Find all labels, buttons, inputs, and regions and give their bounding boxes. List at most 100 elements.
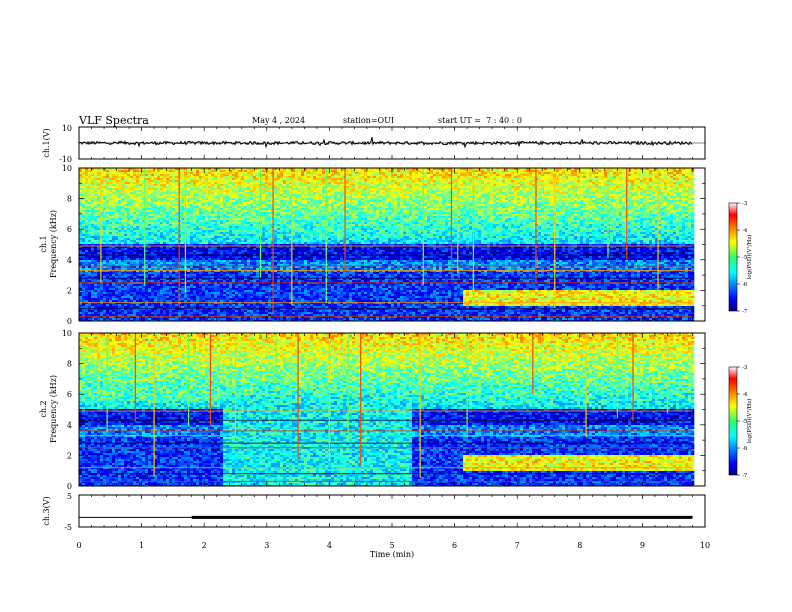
- spectrogram-cell: [175, 224, 179, 227]
- spectrogram-cell: [82, 236, 86, 239]
- spectrogram-cell: [238, 226, 242, 229]
- spectrogram-cell: [127, 276, 131, 279]
- spectrogram-cell: [130, 234, 134, 237]
- spectrogram-cell: [211, 204, 215, 207]
- spectrogram-cell: [199, 196, 203, 199]
- spectrogram-cell: [133, 290, 137, 293]
- spectrogram-cell: [241, 246, 245, 249]
- spectrogram-cell: [208, 300, 212, 303]
- spectrogram-cell: [130, 230, 134, 233]
- spectrogram-cell: [118, 292, 122, 295]
- spectrogram-cell: [250, 234, 254, 237]
- spectrogram-cell: [187, 236, 191, 239]
- spectrogram-cell: [268, 182, 272, 185]
- spectrogram-cell: [118, 238, 122, 241]
- spectrogram-cell: [190, 310, 194, 313]
- spectrogram-cell: [133, 170, 137, 173]
- spectrogram-cell: [115, 232, 119, 235]
- spectrogram-cell: [121, 318, 125, 321]
- spectrogram-cell: [97, 262, 101, 265]
- spectrogram-cell: [94, 298, 98, 301]
- spectrogram-cell: [202, 310, 206, 313]
- spectrogram-cell: [193, 208, 197, 211]
- spectrogram-cell: [205, 228, 209, 231]
- spectrogram-cell: [151, 178, 155, 181]
- spectrogram-cell: [217, 184, 221, 187]
- spectrogram-cell: [199, 250, 203, 253]
- spectrogram-cell: [118, 312, 122, 315]
- spectrogram-cell: [229, 176, 233, 179]
- spectrogram-cell: [232, 258, 236, 261]
- spectrogram-cell: [193, 212, 197, 215]
- spectrogram-cell: [199, 280, 203, 283]
- spectrogram-cell: [229, 250, 233, 253]
- spectrogram-cell: [133, 250, 137, 253]
- spectrogram-cell: [187, 208, 191, 211]
- spectrogram-cell: [241, 284, 245, 287]
- spectrogram-cell: [94, 310, 98, 313]
- spectrogram-cell: [265, 230, 269, 233]
- spectrogram-cell: [247, 182, 251, 185]
- spectrogram-cell: [232, 262, 236, 265]
- spectrogram-cell: [118, 266, 122, 269]
- spectrogram-cell: [241, 292, 245, 295]
- spectrogram-cell: [79, 318, 83, 321]
- spectrogram-cell: [172, 210, 176, 213]
- spectrogram-cell: [151, 214, 155, 217]
- spectrogram-cell: [196, 314, 200, 317]
- spectrogram-cell: [202, 196, 206, 199]
- spectrogram-cell: [157, 306, 161, 309]
- spectrogram-cell: [169, 314, 173, 317]
- spectrogram-cell: [196, 220, 200, 223]
- spectrogram-cell: [79, 176, 83, 179]
- spectrogram-cell: [187, 314, 191, 317]
- spectrogram-cell: [199, 264, 203, 267]
- spectrogram-cell: [85, 218, 89, 221]
- spectrogram-cell: [127, 174, 131, 177]
- spectrogram-cell: [85, 228, 89, 231]
- spectrogram-cell: [145, 280, 149, 283]
- spectrogram-cell: [124, 296, 128, 299]
- spectrogram-cell: [181, 292, 185, 295]
- spectrogram-cell: [157, 220, 161, 223]
- spectrogram-cell: [235, 188, 239, 191]
- spectrogram-cell: [262, 310, 266, 313]
- spectrogram-cell: [169, 210, 173, 213]
- spectrogram-cell: [175, 292, 179, 295]
- spectrogram-cell: [151, 290, 155, 293]
- spectrogram-cell: [133, 264, 137, 267]
- spectrogram-cell: [112, 268, 116, 271]
- spectrogram-cell: [181, 246, 185, 249]
- spectrogram-cell: [145, 204, 149, 207]
- spectrogram-cell: [82, 266, 86, 269]
- spectrogram-cell: [121, 284, 125, 287]
- spectrogram-cell: [115, 234, 119, 237]
- spectrogram-cell: [190, 292, 194, 295]
- spectrogram-cell: [193, 230, 197, 233]
- spectrogram-cell: [115, 240, 119, 243]
- spectrogram-cell: [247, 226, 251, 229]
- spectrogram-cell: [265, 184, 269, 187]
- spectrogram-cell: [214, 206, 218, 209]
- spectrogram-cell: [211, 180, 215, 183]
- spectrogram-cell: [136, 310, 140, 313]
- spectrogram-cell: [247, 170, 251, 173]
- spectrogram-cell: [79, 266, 83, 269]
- spectrogram-cell: [145, 232, 149, 235]
- spectrogram-cell: [262, 300, 266, 303]
- spectrogram-cell: [253, 242, 257, 245]
- spectrogram-cell: [241, 176, 245, 179]
- spectrogram-cell: [115, 196, 119, 199]
- spectrogram-cell: [154, 174, 158, 177]
- spectrogram-cell: [250, 192, 254, 195]
- spectrogram-cell: [130, 200, 134, 203]
- spectrogram-cell: [169, 272, 173, 275]
- spectrogram-cell: [262, 200, 266, 203]
- spectrogram-cell: [202, 232, 206, 235]
- spectrogram-cell: [244, 176, 248, 179]
- spectrogram-cell: [202, 200, 206, 203]
- spectrogram-cell: [85, 174, 89, 177]
- spectrogram-cell: [136, 222, 140, 225]
- spectrogram-cell: [103, 228, 107, 231]
- spectrogram-cell: [109, 228, 113, 231]
